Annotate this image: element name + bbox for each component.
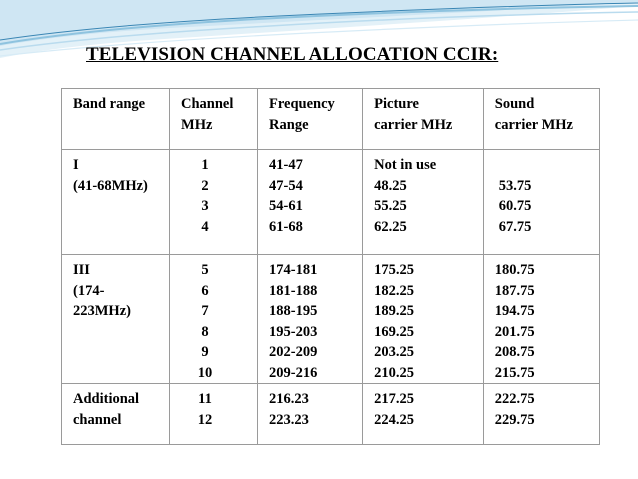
channel-allocation-table: Band range Channel MHz Frequency Range P… [60, 88, 601, 445]
channel-cell: 5 6 7 8 9 10 [169, 254, 259, 384]
band-cell: Additional channel [60, 383, 171, 445]
decorative-wave-banner [0, 0, 638, 58]
sound-carrier-cell: 180.75 187.75 194.75 201.75 208.75 215.7… [482, 254, 601, 384]
header-picture-carrier: Picture carrier MHz [362, 88, 484, 150]
frequency-cell: 216.23 223.23 [257, 383, 364, 445]
channel-cell: 1 2 3 4 [169, 149, 259, 255]
band-cell: I (41-68MHz) [60, 149, 171, 255]
channel-cell: 11 12 [169, 383, 259, 445]
sound-carrier-cell: 53.75 60.75 67.75 [482, 149, 601, 255]
sound-carrier-cell: 222.75 229.75 [482, 383, 601, 445]
table-row-additional: Additional channel 11 12 216.23 223.23 2… [60, 383, 601, 445]
table-header-row: Band range Channel MHz Frequency Range P… [60, 88, 601, 150]
picture-carrier-cell: 217.25 224.25 [362, 383, 484, 445]
table-row-band-i: I (41-68MHz) 1 2 3 4 41-47 47-54 54-61 6… [60, 149, 601, 255]
frequency-cell: 174-181 181-188 188-195 195-203 202-209 … [257, 254, 364, 384]
header-frequency-range: Frequency Range [257, 88, 364, 150]
picture-carrier-cell: 175.25 182.25 189.25 169.25 203.25 210.2… [362, 254, 484, 384]
table-row-band-iii: III (174- 223MHz) 5 6 7 8 9 10 174-181 1… [60, 254, 601, 384]
frequency-cell: 41-47 47-54 54-61 61-68 [257, 149, 364, 255]
header-sound-carrier: Sound carrier MHz [482, 88, 601, 150]
header-channel: Channel MHz [169, 88, 259, 150]
page-title: TELEVISION CHANNEL ALLOCATION CCIR: [86, 44, 499, 65]
header-band-range: Band range [60, 88, 171, 150]
band-cell: III (174- 223MHz) [60, 254, 171, 384]
picture-carrier-cell: Not in use 48.25 55.25 62.25 [362, 149, 484, 255]
